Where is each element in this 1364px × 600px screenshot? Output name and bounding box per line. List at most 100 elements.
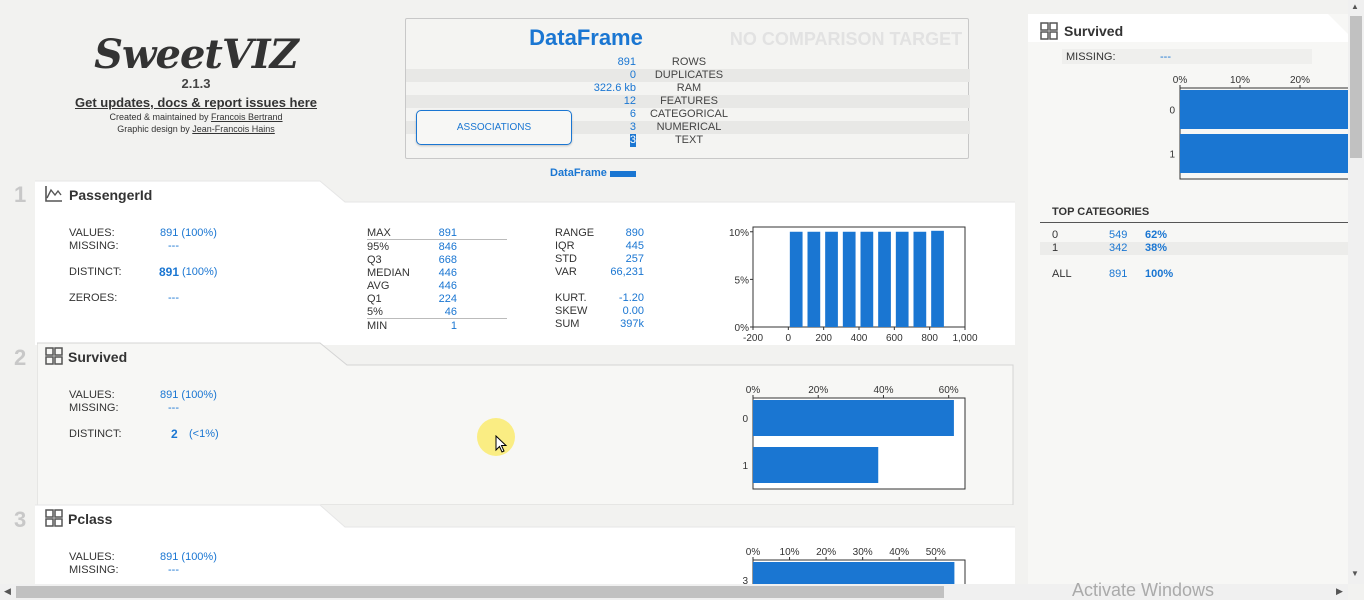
histogram-bar bbox=[895, 231, 909, 327]
x-tick-label: 30% bbox=[853, 547, 873, 558]
logo-version: 2.1.3 bbox=[181, 76, 211, 91]
feature-name-passengerid[interactable]: PassengerId bbox=[69, 187, 153, 203]
distinct-pct: (<1%) bbox=[189, 428, 219, 440]
feature-name-pclass[interactable]: Pclass bbox=[68, 511, 113, 527]
maintainer-credit: Created & maintained by Francois Bertran… bbox=[60, 112, 332, 122]
category-bar bbox=[1180, 134, 1348, 173]
associations-button[interactable]: ASSOCIATIONS bbox=[416, 110, 572, 145]
category-all-row: ALL 891 100% bbox=[1040, 268, 1348, 281]
y-tick-label: 5% bbox=[735, 275, 750, 286]
x-tick-label: 0% bbox=[1173, 75, 1188, 86]
feature-number-3: 3 bbox=[14, 507, 27, 532]
numeric-chart-icon bbox=[45, 186, 62, 202]
quantile-label: 5% bbox=[367, 306, 383, 318]
quantile-label: Q3 bbox=[367, 254, 382, 266]
top-categories-heading: TOP CATEGORIES bbox=[1052, 206, 1150, 218]
legend-dataframe: DataFrame bbox=[550, 167, 607, 179]
ram-label: RAM bbox=[676, 82, 702, 94]
category-label: 1 bbox=[742, 461, 748, 472]
dataframe-summary-panel: NO COMPARISON TARGET DataFrame 891 ROWS 0… bbox=[405, 18, 970, 159]
stat-label: VAR bbox=[555, 266, 577, 278]
values-label: VALUES: bbox=[69, 227, 115, 239]
horizontal-scroll-thumb[interactable] bbox=[16, 586, 944, 598]
category-label: 1 bbox=[1169, 150, 1175, 161]
values-label: VALUES: bbox=[69, 551, 115, 563]
all-label: ALL bbox=[1052, 268, 1072, 280]
dataframe-title: DataFrame bbox=[529, 25, 643, 50]
scroll-down-arrow-icon[interactable]: ▼ bbox=[1351, 569, 1359, 578]
summary-row-features: 12 FEATURES bbox=[406, 95, 970, 108]
detail-title: Survived bbox=[1064, 23, 1124, 39]
categorical-grid-icon bbox=[45, 347, 63, 365]
x-tick-label: 50% bbox=[926, 547, 946, 558]
values-value: 891 (100%) bbox=[160, 389, 217, 401]
missing-label: MISSING: bbox=[69, 240, 119, 252]
y-tick-label: 0% bbox=[735, 323, 750, 334]
quantile-value: 1 bbox=[450, 320, 457, 332]
histogram-bar bbox=[878, 231, 891, 327]
category-label: 0 bbox=[1169, 106, 1175, 117]
quantile-value: 891 bbox=[438, 227, 457, 239]
x-tick-label: 0% bbox=[746, 547, 761, 558]
stat-value: 257 bbox=[625, 253, 644, 265]
summary-row-categorical: 6 CATEGORICAL bbox=[406, 108, 970, 121]
feature-number-2: 2 bbox=[14, 345, 27, 370]
duplicates-value: 0 bbox=[629, 69, 636, 81]
stat-value: 0.00 bbox=[622, 305, 644, 317]
scroll-up-arrow-icon[interactable]: ▲ bbox=[1351, 2, 1359, 11]
quantile-value: 446 bbox=[438, 280, 457, 292]
values-value: 891 (100%) bbox=[160, 551, 217, 563]
duplicates-label: DUPLICATES bbox=[654, 69, 724, 81]
x-tick-label: 10% bbox=[1230, 75, 1250, 86]
x-tick-label: 40% bbox=[873, 385, 893, 396]
updates-link[interactable]: Get updates, docs & report issues here bbox=[74, 95, 318, 110]
feature-name-survived[interactable]: Survived bbox=[68, 349, 128, 365]
scroll-right-arrow-icon[interactable]: ▶ bbox=[1336, 586, 1343, 596]
survived-bar-chart: 0 1 0% 20% 40% 60% bbox=[742, 385, 966, 490]
design-prefix: Graphic design by bbox=[117, 124, 193, 134]
stat-label: STD bbox=[555, 253, 577, 265]
category-name: 1 bbox=[1052, 242, 1059, 254]
scroll-left-arrow-icon[interactable]: ◀ bbox=[4, 586, 11, 596]
no-comparison-label: NO COMPARISON TARGET bbox=[729, 29, 963, 49]
quantile-divider-top bbox=[367, 239, 507, 240]
summary-row-text: 3 TEXT bbox=[406, 134, 970, 147]
x-tick-label: 600 bbox=[886, 333, 903, 344]
category-count: 549 bbox=[1109, 229, 1128, 241]
rows-value: 891 bbox=[617, 56, 636, 68]
summary-row-ram: 322.6 kb RAM bbox=[406, 82, 970, 95]
summary-row-duplicates: 0 DUPLICATES bbox=[406, 69, 970, 82]
stat-value: 445 bbox=[625, 240, 644, 252]
stat-value: 397k bbox=[620, 318, 644, 330]
missing-value: --- bbox=[168, 564, 179, 576]
maintainer-link[interactable]: Francois Bertrand bbox=[211, 112, 283, 122]
zeroes-value: --- bbox=[168, 292, 179, 304]
chart-frame bbox=[1179, 87, 1348, 180]
categorical-value: 6 bbox=[629, 108, 636, 120]
x-tick-label: -200 bbox=[743, 333, 763, 344]
ram-value: 322.6 kb bbox=[593, 82, 636, 94]
quantile-label: 95% bbox=[367, 241, 390, 253]
categorical-grid-icon bbox=[1040, 22, 1058, 40]
legend-swatch bbox=[610, 171, 636, 177]
stat-label: KURT. bbox=[555, 292, 587, 304]
quantile-label: MAX bbox=[367, 227, 391, 239]
x-tick-label: 0 bbox=[786, 333, 792, 344]
histogram-bar bbox=[789, 231, 803, 327]
category-label: 0 bbox=[742, 414, 748, 425]
x-tick-label: 0% bbox=[746, 385, 761, 396]
x-tick-label: 1,000 bbox=[952, 333, 977, 344]
histogram-bar bbox=[931, 230, 944, 327]
all-count: 891 bbox=[1109, 268, 1128, 280]
vertical-scroll-thumb[interactable] bbox=[1350, 16, 1362, 158]
pclass-bar-chart: 30% 10% 20% 30% 40% 50% bbox=[742, 547, 966, 584]
designer-link[interactable]: Jean-Francois Hains bbox=[192, 124, 275, 134]
category-bar bbox=[1180, 90, 1348, 129]
category-bar bbox=[753, 562, 955, 584]
x-tick-label: 60% bbox=[939, 385, 959, 396]
distinct-label: DISTINCT: bbox=[69, 428, 122, 440]
quantile-value: 46 bbox=[444, 306, 457, 318]
detail-missing-label: MISSING: bbox=[1066, 51, 1116, 63]
stat-value: 66,231 bbox=[610, 266, 644, 278]
missing-label: MISSING: bbox=[69, 402, 119, 414]
